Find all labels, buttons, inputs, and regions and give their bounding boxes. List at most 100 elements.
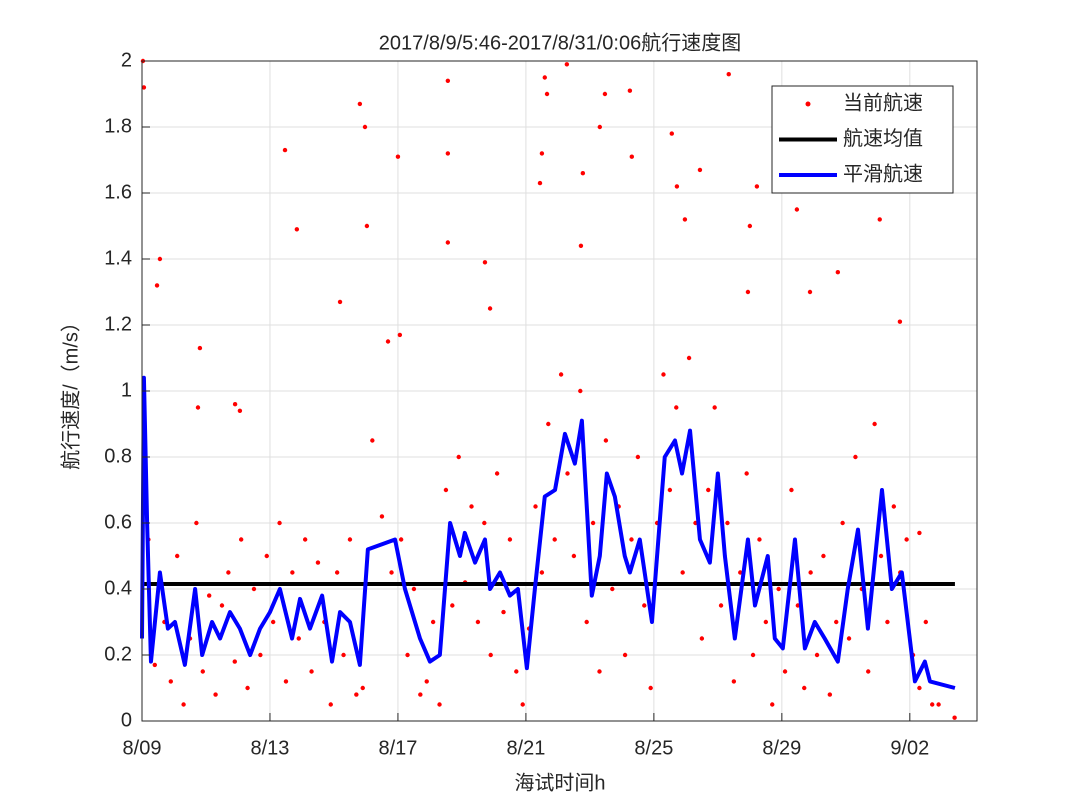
scatter-point	[808, 570, 813, 575]
y-tick-label: 1.2	[104, 313, 132, 335]
scatter-point	[642, 603, 647, 608]
scatter-point	[357, 101, 363, 107]
legend-label: 航速均值	[843, 126, 923, 150]
scatter-point	[514, 669, 519, 674]
scatter-point	[610, 586, 615, 592]
chart-title: 2017/8/9/5:46-2017/8/31/0:06航行速度图	[379, 31, 741, 54]
scatter-point	[283, 679, 289, 684]
scatter-point	[952, 715, 957, 720]
scatter-point	[418, 692, 423, 697]
scatter-point	[501, 609, 506, 615]
y-axis-label: 航行速度/（m/s）	[59, 312, 82, 470]
scatter-point	[770, 702, 775, 707]
scatter-point	[564, 62, 570, 67]
y-tick-label: 1	[121, 379, 132, 401]
scatter-point	[629, 537, 634, 542]
scatter-point	[794, 207, 800, 212]
scatter-point	[802, 685, 807, 691]
scatter-point	[904, 537, 909, 542]
x-tick-label: 8/13	[251, 737, 290, 759]
scatter-point	[763, 619, 769, 625]
scatter-point	[789, 487, 794, 493]
x-tick-label: 8/09	[123, 737, 162, 759]
scatter-point	[807, 289, 813, 295]
scatter-point	[891, 504, 897, 509]
scatter-point	[827, 692, 833, 697]
y-tick-label: 2	[121, 49, 132, 71]
scatter-point	[776, 586, 781, 592]
scatter-point	[537, 180, 543, 186]
scatter-point	[661, 372, 666, 377]
scatter-point	[397, 332, 403, 338]
scatter-point	[206, 593, 212, 598]
scatter-point	[334, 570, 340, 575]
scatter-point	[866, 669, 871, 674]
scatter-point	[757, 537, 762, 542]
scatter-point	[475, 619, 481, 625]
x-tick-label: 8/17	[378, 737, 417, 759]
scatter-point	[445, 78, 451, 84]
scatter-point	[627, 88, 633, 93]
scatter-point	[456, 454, 461, 460]
scatter-point	[542, 75, 547, 80]
scatter-point	[745, 289, 751, 295]
scatter-point	[237, 408, 243, 413]
scatter-point	[264, 553, 269, 559]
scatter-point	[539, 151, 545, 156]
scatter-point	[385, 339, 391, 344]
line	[140, 375, 956, 690]
scatter-point	[347, 537, 353, 542]
scatter-point	[270, 619, 276, 625]
scatter-point	[602, 91, 608, 97]
scatter-point	[360, 685, 365, 691]
scatter-point	[290, 570, 295, 575]
scatter-point	[315, 560, 321, 565]
scatter-point	[580, 171, 586, 176]
scatter-point	[590, 520, 596, 526]
scatter-point	[597, 124, 603, 130]
scatter-point	[296, 636, 301, 641]
scatter-point	[430, 619, 436, 625]
scatter-point	[152, 662, 157, 668]
scatter-point	[354, 692, 359, 697]
scatter-point	[629, 154, 635, 159]
scatter-point	[507, 537, 513, 542]
scatter-point	[294, 227, 300, 232]
scatter-point	[213, 692, 218, 697]
scatter-point	[226, 570, 231, 575]
scatter-point	[917, 530, 922, 536]
scatter-point	[445, 240, 451, 245]
y-tick-label: 1.8	[104, 115, 132, 137]
scatter-point	[674, 405, 679, 410]
scatter-point	[782, 669, 788, 674]
scatter-point	[747, 223, 753, 229]
scatter-point	[738, 570, 743, 575]
scatter-point	[699, 636, 705, 641]
scatter-point	[141, 85, 147, 90]
scatter-point	[558, 372, 564, 377]
scatter-point	[877, 217, 882, 222]
scatter-point	[258, 652, 263, 658]
y-tick-label: 0.6	[104, 511, 132, 533]
scatter-point	[443, 487, 449, 493]
scatter-point	[584, 619, 589, 625]
y-tick-label: 1.4	[104, 247, 132, 269]
x-tick-label: 8/25	[634, 737, 673, 759]
scatter-point	[398, 537, 404, 542]
scatter-point	[445, 151, 451, 156]
scatter-point	[520, 702, 525, 707]
scatter-point	[219, 603, 225, 608]
scatter-point	[168, 679, 173, 684]
scatter-point	[232, 659, 237, 664]
x-tick-label: 9/02	[890, 737, 929, 759]
scatter-point	[181, 702, 186, 707]
scatter-point	[337, 299, 343, 305]
scatter-point	[309, 669, 314, 674]
scatter-point	[712, 405, 717, 410]
scatter-point	[282, 147, 288, 153]
scatter-point	[154, 283, 160, 288]
scatter-point	[389, 570, 394, 575]
scatter-point	[370, 438, 375, 443]
scatter-point	[544, 91, 550, 97]
